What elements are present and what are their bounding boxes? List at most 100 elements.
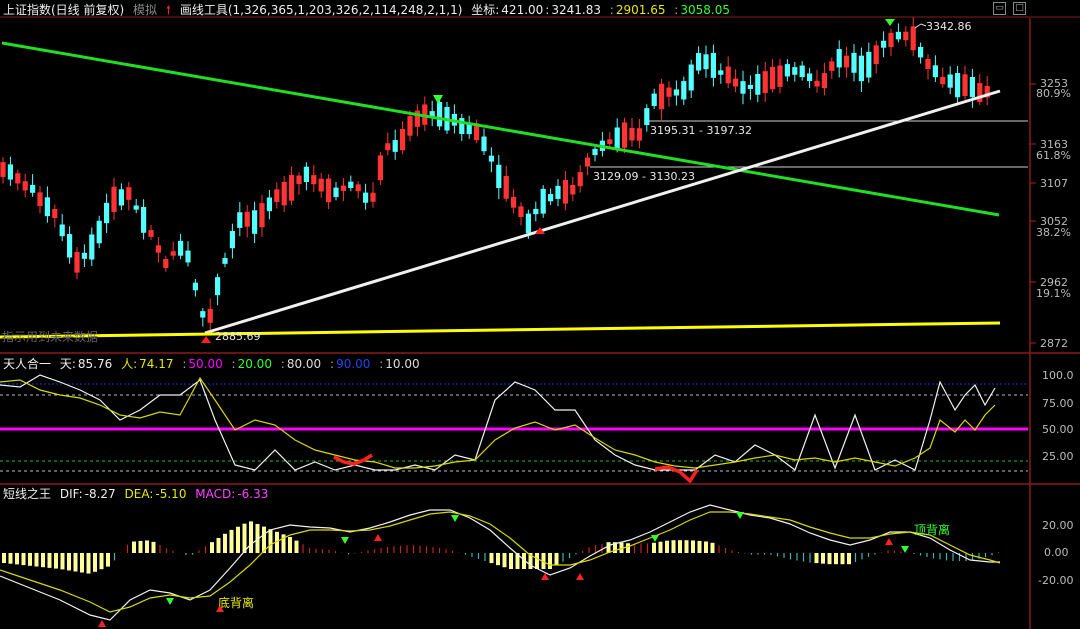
candle-body[interactable] — [488, 155, 494, 162]
candle-body[interactable] — [37, 192, 43, 207]
candle-body[interactable] — [799, 65, 805, 78]
candle-body[interactable] — [710, 52, 716, 78]
candle-body[interactable] — [607, 139, 613, 144]
candle-body[interactable] — [118, 189, 124, 206]
candle-body[interactable] — [592, 148, 598, 156]
candle-body[interactable] — [577, 172, 583, 187]
candle-body[interactable] — [170, 251, 176, 256]
candle-body[interactable] — [836, 49, 842, 68]
candle-body[interactable] — [932, 65, 938, 78]
candle-body[interactable] — [533, 208, 539, 215]
candle-body[interactable] — [895, 31, 901, 40]
candle-body[interactable] — [141, 206, 147, 233]
candle-body[interactable] — [903, 31, 909, 41]
candle-body[interactable] — [296, 175, 302, 184]
candle-body[interactable] — [858, 55, 864, 82]
tool-label[interactable]: 画线工具 — [179, 3, 228, 17]
candle-body[interactable] — [518, 206, 524, 217]
candle-body[interactable] — [977, 83, 983, 102]
candle-body[interactable] — [22, 181, 28, 191]
candle-body[interactable] — [940, 76, 946, 85]
candle-body[interactable] — [67, 234, 73, 258]
candle-body[interactable] — [873, 45, 879, 64]
candle-body[interactable] — [200, 311, 206, 318]
candle-body[interactable] — [311, 175, 317, 185]
candle-body[interactable] — [511, 196, 517, 208]
candle-body[interactable] — [163, 258, 169, 269]
candle-body[interactable] — [503, 176, 509, 199]
candle-body[interactable] — [340, 185, 346, 191]
candle-body[interactable] — [807, 73, 813, 82]
white-trend-line[interactable] — [204, 89, 1001, 335]
candle-body[interactable] — [688, 64, 694, 91]
candle-body[interactable] — [681, 81, 687, 100]
candle-body[interactable] — [44, 197, 50, 217]
candle-body[interactable] — [74, 251, 80, 273]
candle-body[interactable] — [540, 188, 546, 214]
minimize-icon[interactable]: ▭ — [993, 2, 1006, 15]
candle-body[interactable] — [355, 184, 361, 192]
candle-body[interactable] — [289, 174, 295, 201]
candle-body[interactable] — [207, 308, 213, 323]
candle-body[interactable] — [126, 187, 132, 200]
candle-body[interactable] — [244, 211, 250, 227]
candle-body[interactable] — [969, 77, 975, 98]
candle-body[interactable] — [636, 128, 642, 141]
candle-body[interactable] — [459, 118, 465, 134]
candle-body[interactable] — [792, 67, 798, 75]
candle-body[interactable] — [104, 202, 110, 224]
candle-body[interactable] — [733, 78, 739, 87]
stock-title[interactable]: 上证指数(日线 前复权) — [3, 3, 125, 17]
candle-body[interactable] — [266, 197, 272, 212]
candle-body[interactable] — [747, 84, 753, 89]
candle-body[interactable] — [192, 282, 198, 291]
candle-body[interactable] — [770, 66, 776, 90]
candle-body[interactable] — [474, 123, 480, 141]
candle-body[interactable] — [414, 110, 420, 127]
candle-body[interactable] — [274, 189, 280, 202]
candle-body[interactable] — [725, 66, 731, 84]
dea-line[interactable] — [0, 511, 1001, 613]
candle-body[interactable] — [148, 230, 154, 237]
candle-body[interactable] — [614, 127, 620, 149]
candle-body[interactable] — [155, 245, 161, 253]
candle-body[interactable] — [259, 203, 265, 228]
candle-body[interactable] — [0, 162, 6, 177]
candle-body[interactable] — [703, 54, 709, 70]
candle-body[interactable] — [96, 220, 102, 244]
candle-body[interactable] — [866, 51, 872, 78]
candle-body[interactable] — [718, 70, 724, 75]
dif-line[interactable] — [0, 504, 1000, 621]
candle-body[interactable] — [318, 178, 324, 192]
candle-body[interactable] — [133, 205, 139, 210]
candle-body[interactable] — [30, 184, 36, 193]
candle-body[interactable] — [918, 46, 924, 58]
candle-body[interactable] — [81, 252, 87, 259]
candle-body[interactable] — [407, 116, 413, 136]
candle-body[interactable] — [178, 240, 184, 256]
candle-body[interactable] — [466, 123, 472, 135]
candle-body[interactable] — [910, 26, 916, 51]
candle-body[interactable] — [348, 181, 354, 188]
candle-body[interactable] — [363, 192, 369, 203]
candle-body[interactable] — [984, 85, 990, 98]
candle-body[interactable] — [925, 59, 931, 69]
candle-body[interactable] — [696, 53, 702, 71]
candle-body[interactable] — [15, 173, 21, 184]
candle-body[interactable] — [111, 186, 117, 212]
candle-body[interactable] — [947, 74, 953, 88]
candle-body[interactable] — [881, 40, 887, 48]
candle-body[interactable] — [429, 111, 435, 118]
candle-body[interactable] — [555, 185, 561, 199]
candle-body[interactable] — [481, 136, 487, 152]
candle-body[interactable] — [659, 83, 665, 110]
candle-body[interactable] — [59, 224, 65, 237]
candle-body[interactable] — [52, 208, 58, 219]
candle-body[interactable] — [562, 179, 568, 204]
candle-body[interactable] — [229, 230, 235, 249]
osc2-name[interactable]: 短线之王 — [3, 487, 52, 501]
osc1-name[interactable]: 天人合一 — [3, 357, 52, 371]
candle-body[interactable] — [644, 108, 650, 126]
candlesticks[interactable] — [0, 17, 990, 332]
